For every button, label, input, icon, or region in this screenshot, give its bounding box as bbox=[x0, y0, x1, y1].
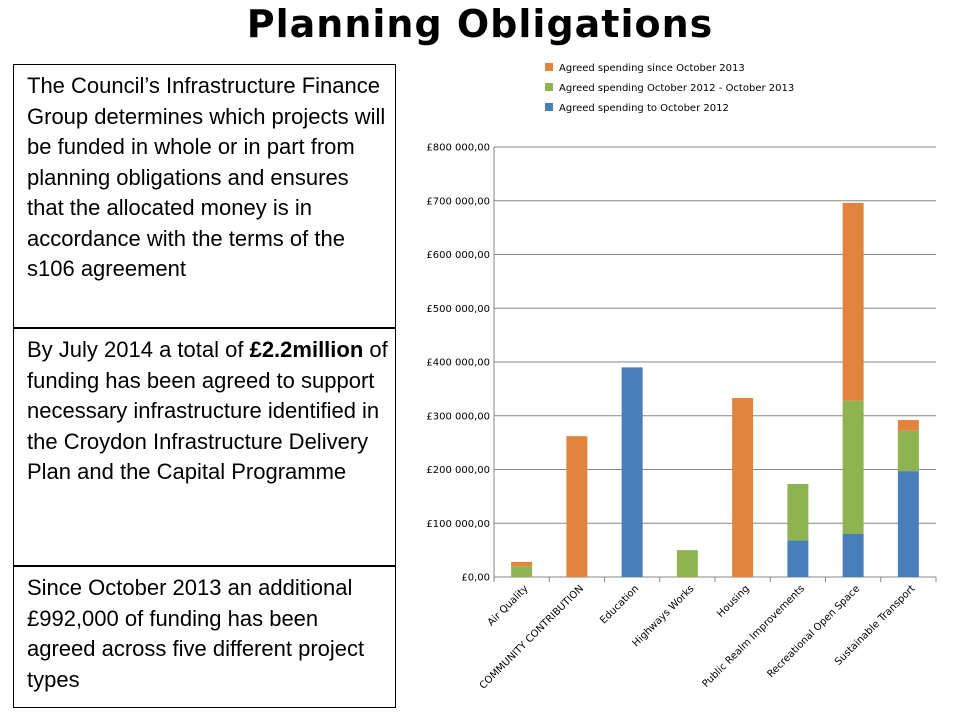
text-run: By July 2014 a total of bbox=[27, 337, 250, 362]
x-tick-label: Education bbox=[598, 583, 641, 626]
text-run: Since October 2013 an additional £992,00… bbox=[27, 575, 365, 692]
bar-segment bbox=[566, 436, 588, 577]
bar-segment bbox=[897, 420, 919, 431]
bar-segment bbox=[676, 550, 698, 577]
text-box-paragraph: The Council’s Infrastructure Finance Gro… bbox=[27, 71, 388, 285]
legend-label: Agreed spending October 2012 - October 2… bbox=[559, 83, 794, 94]
text-box-total-funding: By July 2014 a total of £2.2million of f… bbox=[13, 328, 396, 566]
text-box-finance-group: The Council’s Infrastructure Finance Gro… bbox=[13, 64, 396, 328]
bar-segment bbox=[511, 566, 533, 577]
y-tick-label: £400 000,00 bbox=[426, 358, 490, 369]
y-tick-label: £600 000,00 bbox=[426, 250, 490, 261]
legend-swatch bbox=[545, 63, 553, 71]
x-tick-label: Air Quality bbox=[486, 583, 531, 628]
bar-segment bbox=[842, 202, 864, 401]
bar-segment bbox=[621, 367, 643, 577]
legend-swatch bbox=[545, 103, 553, 111]
x-tick-label: Highways Works bbox=[631, 583, 697, 649]
y-tick-label: £100 000,00 bbox=[426, 519, 490, 530]
stacked-bar-chart: £0,00 £100 000,00 £200 000,00 £300 000,00 £4… bbox=[426, 63, 937, 692]
x-tick-label: Public Realm Improvements bbox=[700, 583, 807, 690]
text-run: The Council’s Infrastructure Finance Gro… bbox=[27, 73, 386, 281]
x-tick-label: COMMUNITY CONTRIBUTION bbox=[478, 583, 586, 691]
bar-segment bbox=[897, 430, 919, 472]
y-tick-label: £0,00 bbox=[461, 573, 490, 584]
bar-segment bbox=[511, 561, 533, 567]
y-tick-label: £300 000,00 bbox=[426, 411, 490, 422]
bar-segment bbox=[732, 398, 754, 577]
bar-segment bbox=[842, 400, 864, 534]
legend-label: Agreed spending since October 2013 bbox=[559, 63, 745, 74]
bar-segment bbox=[897, 471, 919, 577]
bar-segment bbox=[842, 534, 864, 577]
y-tick-label: £700 000,00 bbox=[426, 196, 490, 207]
chart-area: £0,00 £100 000,00 £200 000,00 £300 000,00 £4… bbox=[404, 60, 956, 720]
legend-label: Agreed spending to October 2012 bbox=[559, 103, 729, 114]
x-tick-label: Recreational Open Space bbox=[765, 583, 862, 680]
x-tick-label: Housing bbox=[715, 583, 752, 620]
text-box-paragraph: Since October 2013 an additional £992,00… bbox=[27, 573, 388, 695]
bar-segment bbox=[787, 484, 809, 541]
text-box-paragraph: By July 2014 a total of £2.2million of f… bbox=[27, 335, 388, 488]
highlight-amount: £2.2million bbox=[249, 337, 364, 362]
y-tick-label: £500 000,00 bbox=[426, 304, 490, 315]
text-run: of funding has been agreed to support ne… bbox=[27, 337, 388, 484]
y-tick-label: £800 000,00 bbox=[426, 143, 490, 154]
text-box-additional-funding: Since October 2013 an additional £992,00… bbox=[13, 566, 396, 708]
slide-title: Planning Obligations bbox=[246, 2, 714, 46]
legend-swatch bbox=[545, 83, 553, 91]
bar-segment bbox=[787, 540, 809, 577]
y-tick-label: £200 000,00 bbox=[426, 465, 490, 476]
